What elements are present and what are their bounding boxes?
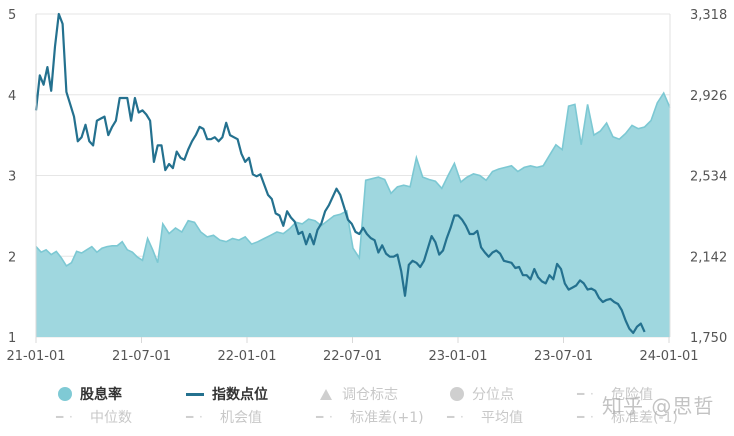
legend-label: 股息率: [80, 387, 122, 403]
dash-dot-icon: ━ ·: [316, 410, 334, 424]
dash-dot-icon: ━ ·: [577, 387, 595, 401]
line-icon: [186, 392, 204, 396]
legend-label: 平均值: [481, 410, 523, 426]
left-y-tick-label: 3: [8, 170, 16, 185]
x-tick-label: 23-01-01: [428, 349, 487, 364]
legend-label: 标准差(+1): [350, 410, 424, 426]
legend-label: 调仓标志: [342, 387, 398, 403]
legend-label: 标准差(-1): [611, 410, 678, 426]
legend-item-danger-value[interactable]: ━ · 危险值: [577, 384, 653, 404]
triangle-icon: [320, 388, 332, 400]
right-y-tick-label: 2,926: [690, 89, 727, 104]
right-y-axis-ticks: 1,750 2,142 2,534 2,926 3,318: [690, 8, 727, 346]
left-y-tick-label: 4: [8, 89, 16, 104]
legend-item-rebalance-marker[interactable]: 调仓标志: [320, 384, 398, 404]
legend-item-median[interactable]: ━ · 中位数: [56, 407, 132, 427]
legend-label: 指数点位: [212, 387, 268, 403]
legend-label: 危险值: [611, 387, 653, 403]
legend-item-std-plus-1[interactable]: ━ · 标准差(+1): [316, 407, 424, 427]
circle-icon: [450, 387, 464, 401]
legend-item-std-minus-1[interactable]: ━ · 标准差(-1): [577, 407, 678, 427]
dash-dot-icon: ━ ·: [56, 410, 74, 424]
legend-label: 中位数: [90, 410, 132, 426]
dividend-yield-area[interactable]: [36, 93, 670, 337]
left-y-axis-ticks: 1 2 3 4 5: [8, 8, 16, 346]
circle-icon: [58, 387, 72, 401]
right-y-tick-label: 1,750: [690, 331, 727, 346]
legend-item-mean[interactable]: ━ · 平均值: [447, 407, 523, 427]
x-tick-label: 22-01-01: [217, 349, 276, 364]
x-axis-ticks: 21-01-01 21-07-01 22-01-01 22-07-01 23-01-01…: [6, 337, 699, 364]
right-y-tick-label: 3,318: [690, 8, 727, 23]
x-tick-label: 21-07-01: [112, 349, 171, 364]
legend-item-percentile[interactable]: 分位点: [450, 384, 514, 404]
x-tick-label: 23-07-01: [534, 349, 593, 364]
right-y-tick-label: 2,142: [690, 250, 727, 265]
legend-item-opportunity-value[interactable]: ━ · 机会值: [186, 407, 262, 427]
dash-dot-icon: ━ ·: [577, 410, 595, 424]
x-tick-label: 22-07-01: [323, 349, 382, 364]
left-y-tick-label: 2: [8, 250, 16, 265]
x-tick-label: 24-01-01: [639, 349, 698, 364]
legend-item-dividend-yield[interactable]: 股息率: [58, 384, 122, 404]
legend-item-index-level[interactable]: 指数点位: [186, 384, 268, 404]
dash-dot-icon: ━ ·: [447, 410, 465, 424]
left-y-tick-label: 5: [8, 8, 16, 23]
index-level-line[interactable]: [34, 12, 646, 334]
x-tick-label: 21-01-01: [6, 349, 65, 364]
dash-dot-icon: ━ ·: [186, 410, 204, 424]
dividend-yield-chart: 1 2 3 4 5 1,750 2,142 2,534 2,926 3,318 21-01-01…: [6, 8, 727, 364]
left-y-tick-label: 1: [8, 331, 16, 346]
watermark: 知乎 @思哲: [602, 394, 715, 418]
legend-label: 分位点: [472, 387, 514, 403]
dividend-yield-line: [35, 91, 671, 268]
legend-label: 机会值: [220, 410, 262, 426]
right-y-tick-label: 2,534: [690, 170, 727, 185]
